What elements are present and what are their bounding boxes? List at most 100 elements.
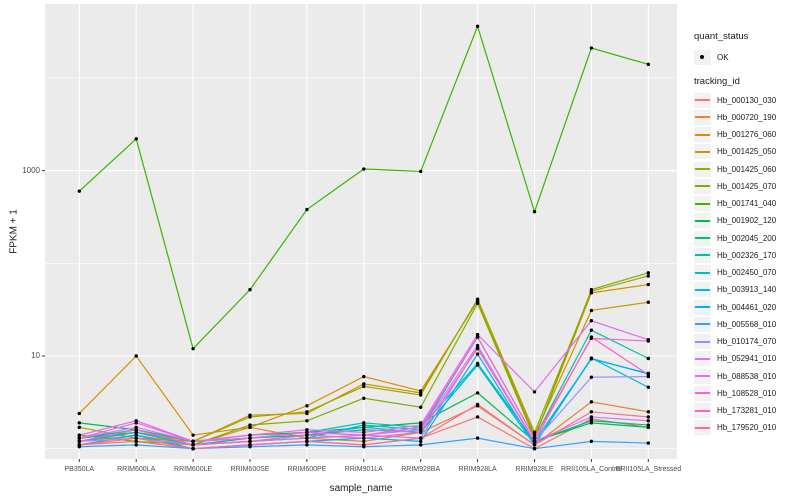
- data-point: [362, 374, 366, 379]
- data-point: [532, 433, 537, 437]
- data-point: [305, 419, 309, 423]
- data-point: [191, 433, 195, 437]
- x-tick-label: RRIM600LA: [117, 466, 156, 473]
- legend-key-box: [694, 282, 711, 298]
- data-point: [248, 443, 252, 447]
- data-point: [646, 423, 650, 427]
- data-point: [305, 428, 309, 432]
- legend-line-swatch: [695, 254, 710, 257]
- data-point: [589, 375, 594, 379]
- data-point: [475, 436, 480, 440]
- legend-line-swatch: [695, 133, 710, 136]
- legend-key-box: [694, 213, 711, 229]
- data-point: [305, 443, 309, 447]
- data-point: [589, 415, 594, 419]
- data-point: [77, 443, 82, 447]
- x-tick-label: RRIM928LA: [458, 466, 497, 473]
- legend-key-box: [694, 385, 711, 401]
- data-point: [475, 346, 480, 351]
- legend-key-box: [694, 334, 711, 349]
- legend-key-box: [694, 351, 711, 367]
- legend-item-label: Hb_002326_170: [717, 250, 777, 260]
- data-point: [589, 308, 594, 313]
- data-point: [77, 421, 82, 425]
- legend-item-label: Hb_000720_190: [717, 112, 777, 122]
- data-point: [419, 439, 423, 444]
- data-point: [646, 410, 650, 414]
- legend-line-swatch: [695, 150, 710, 153]
- data-point: [532, 390, 537, 394]
- data-point: [191, 447, 195, 451]
- data-point: [475, 301, 480, 306]
- legend-key-box: [694, 230, 711, 246]
- legend-line-swatch: [695, 375, 710, 377]
- legend-key-box: [694, 161, 711, 177]
- legend-key-box: [694, 403, 711, 418]
- data-point: [305, 410, 309, 414]
- data-point: [419, 428, 423, 432]
- legend-line-swatch: [695, 219, 710, 222]
- data-point: [646, 441, 650, 445]
- data-point: [77, 436, 82, 440]
- legend-key-box: [694, 420, 711, 436]
- data-point: [419, 430, 423, 435]
- data-point: [248, 439, 252, 444]
- data-point: [475, 391, 480, 395]
- data-point: [475, 297, 480, 301]
- legend-item-label: Hb_002450_070: [717, 268, 777, 277]
- data-point: [77, 411, 82, 416]
- data-point: [419, 393, 423, 397]
- data-point: [248, 415, 252, 419]
- data-point: [362, 384, 366, 389]
- data-point: [646, 356, 650, 361]
- legend-item-label: Hb_004461_020: [717, 302, 777, 312]
- data-point: [362, 421, 366, 425]
- legend-item-label: Hb_088538_010: [717, 371, 777, 381]
- data-point: [475, 335, 480, 339]
- data-point: [646, 62, 650, 67]
- legend-item-label: Hb_000130_030: [717, 95, 777, 105]
- data-point: [248, 433, 252, 437]
- legend: quant_status OK tracking_id Hb_000130_03…: [694, 0, 800, 500]
- legend-item-label: Hb_179520_010: [717, 423, 777, 433]
- data-point: [305, 430, 309, 435]
- x-axis-title: sample_name: [329, 483, 393, 494]
- data-point: [475, 402, 480, 407]
- data-point: [589, 356, 594, 361]
- data-point: [532, 439, 537, 444]
- data-point: [589, 419, 594, 423]
- legend-item-label: Hb_001276_060: [717, 130, 777, 139]
- x-tick-label: RRII105LA_Control: [561, 466, 622, 473]
- data-point: [532, 210, 537, 214]
- legend-item-label: Hb_002045_200: [717, 233, 777, 243]
- data-point: [248, 287, 252, 292]
- legend-line-swatch: [695, 99, 710, 101]
- data-point: [362, 439, 366, 444]
- data-point: [362, 430, 366, 435]
- data-point: [646, 372, 650, 377]
- data-point: [646, 271, 650, 275]
- legend-key-box: [694, 368, 711, 384]
- data-point: [77, 433, 82, 437]
- data-point: [134, 428, 138, 432]
- legend-key-box: [694, 265, 711, 280]
- data-point: [589, 328, 594, 332]
- x-tick-label: RRIM600SE: [230, 466, 270, 473]
- legend-item-label: Hb_001902_120: [717, 216, 777, 226]
- legend-line-swatch: [695, 185, 710, 188]
- data-point: [362, 428, 366, 432]
- data-point: [589, 335, 594, 339]
- data-point: [191, 439, 195, 444]
- data-point: [362, 436, 366, 440]
- legend-item-label: Hb_052941_010: [717, 354, 777, 364]
- data-point: [134, 421, 138, 425]
- legend-item-label: Hb_001425_070: [717, 181, 777, 191]
- data-point: [134, 439, 138, 444]
- x-tick-label: RRIM901LA: [344, 466, 383, 473]
- data-point: [134, 443, 138, 447]
- legend-line-swatch: [695, 409, 710, 412]
- data-point: [77, 439, 82, 444]
- x-tick-label: RRIM600PE: [287, 466, 327, 473]
- data-point: [475, 24, 480, 29]
